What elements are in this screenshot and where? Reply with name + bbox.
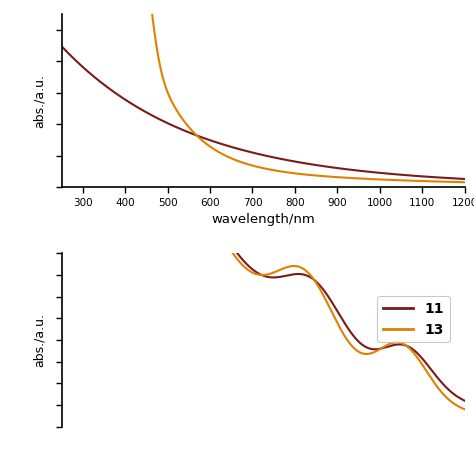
Y-axis label: abs./a.u.: abs./a.u. xyxy=(33,313,46,367)
Legend: 11, 13: 11, 13 xyxy=(377,296,449,342)
Y-axis label: abs./a.u.: abs./a.u. xyxy=(33,74,46,128)
X-axis label: wavelength/nm: wavelength/nm xyxy=(211,213,315,227)
